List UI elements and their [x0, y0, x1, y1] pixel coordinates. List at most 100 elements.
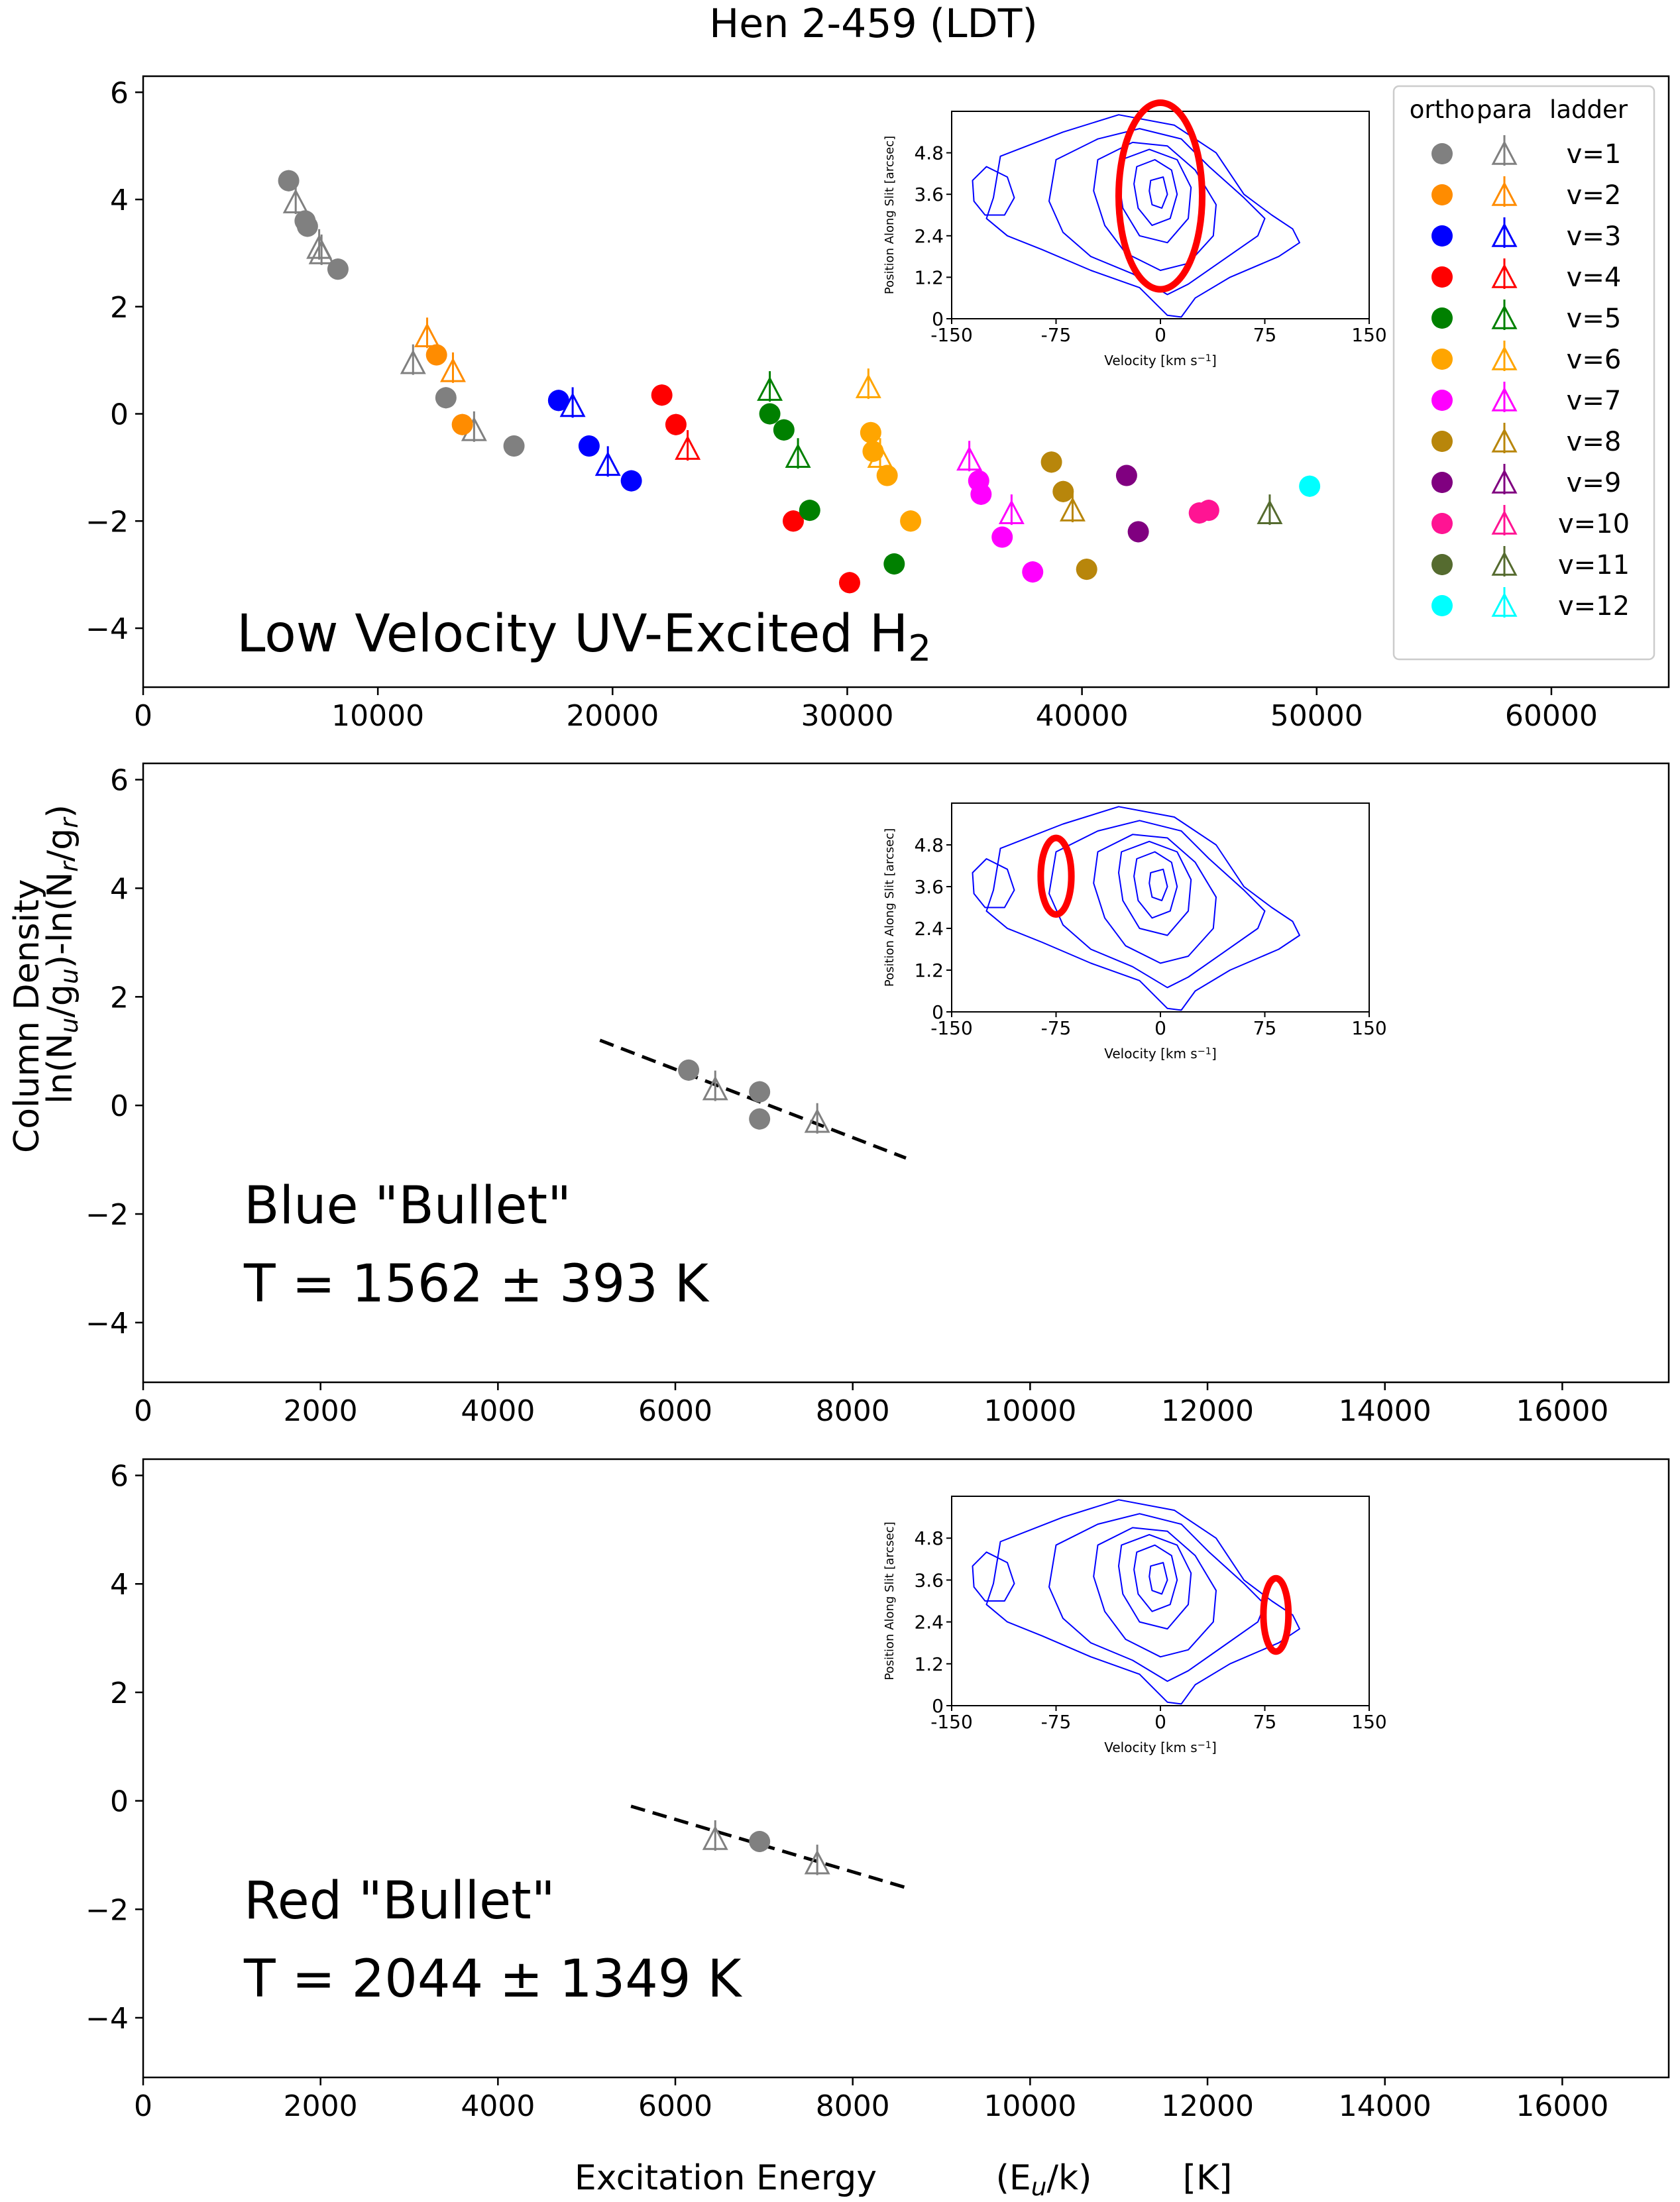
inset-x-label: Velocity [km s−1] — [1104, 353, 1217, 368]
legend-label: v=12 — [1558, 591, 1630, 622]
ortho-point — [860, 421, 881, 443]
y-tick-label: 2 — [110, 981, 129, 1015]
figure-title: Hen 2-459 (LDT) — [709, 1, 1038, 47]
inset-y-label: Position Along Slit [arcsec] — [883, 136, 897, 294]
panel-bottom: 0 2000 4000 6000 8000 10000 12000 14000 16000−4−… — [85, 1458, 1670, 2123]
inset-y-tick-label: 0 — [932, 308, 944, 330]
x-tick-label: 0 — [134, 1394, 152, 1428]
contour-line — [1148, 176, 1168, 209]
para-point — [1491, 551, 1518, 576]
contour-line — [1133, 1544, 1178, 1612]
para-point — [757, 376, 783, 401]
legend-label: v=4 — [1567, 262, 1622, 293]
inset-x-tick-label: -150 — [930, 1017, 973, 1039]
inset-y-tick-label: 0 — [932, 1695, 944, 1717]
contour-line — [972, 858, 1015, 908]
para-point — [1059, 496, 1086, 522]
x-tick-label: 8000 — [816, 1394, 890, 1428]
ortho-point — [1299, 475, 1321, 497]
ortho-point — [749, 1081, 771, 1103]
legend-label: v=5 — [1567, 303, 1622, 334]
region-ellipse — [1260, 1574, 1292, 1655]
y-tick-label: −4 — [85, 2002, 129, 2036]
x-tick-label: 60000 — [1505, 699, 1598, 733]
ortho-point — [1022, 561, 1044, 583]
inset-x-tick-label: 75 — [1253, 1711, 1277, 1733]
legend-label: v=6 — [1567, 345, 1622, 375]
ortho-point — [1040, 451, 1062, 473]
contour-line — [972, 1551, 1015, 1602]
x-axis-label-units: (Eu/k) — [996, 2158, 1092, 2201]
ortho-point — [547, 390, 569, 412]
ortho-point — [620, 470, 642, 492]
panel-annotation-line2: T = 2044 ± 1349 K — [243, 1950, 742, 2009]
y-tick-label: −2 — [85, 505, 129, 539]
contour-line — [1048, 1513, 1266, 1682]
ortho-point — [1052, 480, 1074, 502]
ortho-point — [862, 441, 884, 463]
inset-y-tick-label: 3.6 — [914, 876, 944, 898]
ortho-point — [451, 413, 473, 435]
ortho-point — [759, 403, 781, 425]
para-point — [1491, 222, 1518, 247]
ortho-point — [839, 572, 861, 594]
para-point — [439, 357, 466, 382]
contour-line — [1093, 141, 1217, 271]
ortho-point — [1431, 472, 1453, 493]
legend-label: v=9 — [1567, 468, 1622, 498]
y-tick-label: 4 — [110, 872, 129, 906]
para-point — [559, 392, 586, 417]
para-point — [855, 373, 881, 398]
inset-x-tick-label: 0 — [1154, 1711, 1166, 1733]
para-point — [1491, 386, 1518, 412]
ortho-point — [1431, 595, 1453, 616]
y-tick-label: 0 — [110, 1785, 129, 1819]
y-tick-label: 0 — [110, 1089, 129, 1123]
y-axis-label-line1: Column Density — [7, 879, 47, 1153]
inset-contours — [972, 1499, 1300, 1705]
inset-y-tick-label: 2.4 — [914, 225, 944, 247]
inset-y-tick-label: 1.2 — [914, 266, 944, 288]
para-point — [702, 1825, 728, 1850]
x-tick-label: 16000 — [1516, 1394, 1608, 1428]
contour-line — [1048, 820, 1266, 989]
para-point — [1491, 140, 1518, 165]
ortho-point — [296, 215, 318, 237]
ortho-point — [1431, 307, 1453, 329]
ortho-point — [1198, 500, 1219, 522]
x-tick-label: 0 — [134, 2089, 152, 2123]
inset-x-tick-label: 0 — [1154, 324, 1166, 346]
inset-y-tick-label: 1.2 — [914, 1653, 944, 1675]
y-tick-label: 4 — [110, 184, 129, 217]
ortho-point — [1431, 266, 1453, 288]
para-point — [785, 443, 811, 468]
ortho-point — [503, 435, 525, 457]
inset-y-label: Position Along Slit [arcsec] — [883, 828, 897, 987]
ortho-point — [783, 510, 805, 532]
ortho-point — [665, 413, 687, 435]
x-tick-label: 8000 — [816, 2089, 890, 2123]
ortho-point — [876, 465, 898, 486]
legend-label: v=7 — [1567, 386, 1622, 416]
region-ellipse — [1037, 834, 1075, 918]
inset-x-tick-label: 150 — [1351, 324, 1386, 346]
para-point — [1491, 468, 1518, 494]
x-tick-label: 6000 — [638, 2089, 712, 2123]
legend-label: v=1 — [1567, 139, 1622, 170]
data-points — [678, 1059, 830, 1134]
plot-frame — [142, 762, 1670, 1384]
ortho-point — [1431, 143, 1453, 164]
para-point — [702, 1075, 728, 1101]
ortho-point — [749, 1108, 771, 1130]
legend-label: v=10 — [1558, 509, 1630, 539]
para-point — [867, 443, 893, 468]
panel-middle: 0 2000 4000 6000 8000 10000 12000 14000 16000−4−… — [85, 762, 1670, 1428]
y-tick-label: 4 — [110, 1568, 129, 1602]
ortho-point — [1431, 431, 1453, 452]
inset-bottom: -150 -75 0 75 150 0 1.2 2.4 3.6 4.8 Velocity [km s… — [883, 1496, 1387, 1755]
x-tick-label: 14000 — [1339, 1394, 1431, 1428]
para-point — [308, 239, 335, 264]
para-point — [956, 446, 983, 471]
x-tick-label: 0 — [134, 699, 152, 733]
para-point — [1491, 181, 1518, 206]
